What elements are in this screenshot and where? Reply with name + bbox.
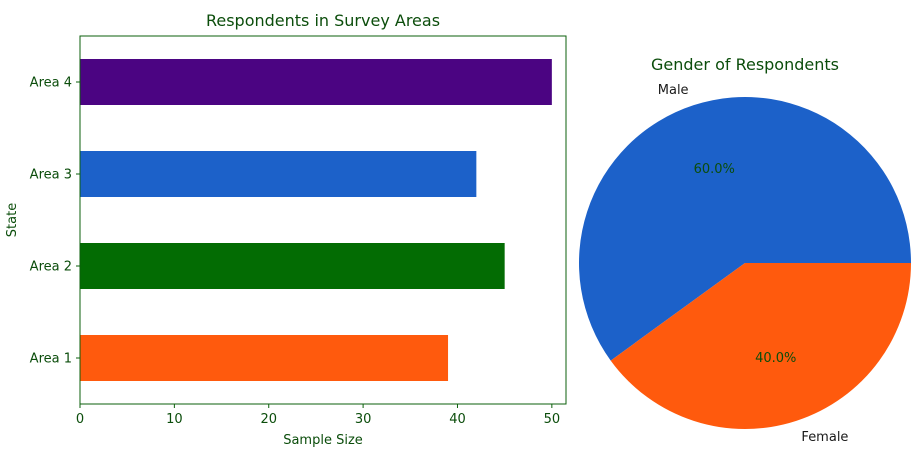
bar-y-axis-label: State	[5, 203, 20, 237]
y-tick-label: Area 1	[30, 352, 72, 367]
bar-chart: Respondents in Survey Areas Area 1 Area 2…	[5, 11, 567, 448]
x-tick-label: 20	[260, 412, 277, 427]
pie-percent-label: 60.0%	[694, 162, 735, 177]
pie-slice	[610, 263, 911, 429]
pie-slice	[578, 96, 911, 361]
bar-marks	[80, 59, 552, 381]
bar	[80, 59, 552, 105]
y-tick-label: Area 3	[30, 168, 72, 183]
x-tick-label: 50	[544, 412, 561, 427]
pie-marks: Male 60.0% Female 40.0%	[578, 83, 911, 445]
bar-chart-title: Respondents in Survey Areas	[206, 11, 440, 30]
x-tick-label: 10	[166, 412, 183, 427]
y-tick-label: Area 4	[30, 76, 72, 91]
bar	[80, 335, 449, 381]
x-tick-label: 0	[76, 412, 84, 427]
pie-percent-label: 40.0%	[755, 351, 796, 366]
bar	[80, 243, 505, 289]
bar	[80, 151, 477, 197]
bar-plot-frame	[79, 35, 567, 405]
x-tick-label: 30	[355, 412, 372, 427]
pie-chart-title: Gender of Respondents	[651, 55, 839, 74]
x-tick-label: 40	[449, 412, 466, 427]
pie-chart: Gender of Respondents Male 60.0% Female 40.…	[578, 55, 911, 445]
y-tick-label: Area 2	[30, 260, 72, 275]
bar-x-axis-label: Sample Size	[283, 433, 363, 448]
bar-x-ticks: 0 10 20 30 40 50	[76, 404, 560, 427]
pie-slice-label: Male	[658, 83, 689, 98]
pie-slice-label: Female	[801, 430, 848, 445]
bar-y-ticks: Area 1 Area 2 Area 3 Area 4	[30, 76, 80, 367]
